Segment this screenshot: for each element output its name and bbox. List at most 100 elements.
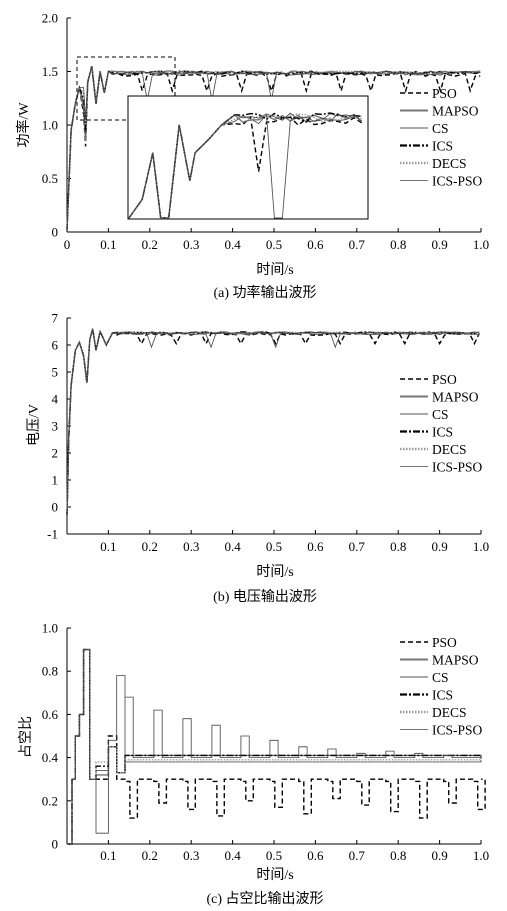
x-tick-label: 0.3 <box>183 539 199 554</box>
legend-label: ICS <box>432 688 453 703</box>
y-tick-label: 1.0 <box>42 118 58 133</box>
legend-label: PSO <box>432 86 457 101</box>
x-tick-label: 0.7 <box>349 848 366 863</box>
y-tick-label: 2.0 <box>42 11 58 26</box>
x-tick-label: 0.1 <box>100 237 116 252</box>
power-zoom-region-box <box>76 56 176 121</box>
x-tick-label: 0.1 <box>100 539 116 554</box>
legend-label: PSO <box>432 372 457 387</box>
legend-label: DECS <box>432 705 467 720</box>
duty-cycle-chart: 占空比 0.1 0.2 0.3 0.4 0.5 0.6 0.7 0.8 0.9 1.0 0 0.2 0.… <box>18 621 489 908</box>
x-tick-label: 0.3 <box>183 848 199 863</box>
y-tick-label: 0.8 <box>42 664 58 679</box>
series-line-mapso <box>67 648 482 845</box>
x-tick-label: 0.1 <box>100 848 116 863</box>
y-tick-label: 0.6 <box>42 707 59 722</box>
x-tick-label: 0.3 <box>183 237 199 252</box>
x-tick-label: 0.9 <box>431 848 447 863</box>
series-line-decs <box>66 66 481 230</box>
x-tick-label: 0.8 <box>390 237 406 252</box>
y-tick-label: 0.4 <box>42 750 59 765</box>
x-tick-label: 0.2 <box>142 237 158 252</box>
power-zoom-inset <box>127 95 369 220</box>
y-tick-label: 0 <box>52 225 59 240</box>
x-tick-label: 0.4 <box>224 539 241 554</box>
x-tick-label: 0.9 <box>431 539 447 554</box>
x-tick-label: 0.2 <box>142 848 158 863</box>
series-line-ics-pso <box>66 328 480 516</box>
legend-label: DECS <box>432 442 467 457</box>
x-tick-label: 0.6 <box>307 237 324 252</box>
x-tick-label: 1.0 <box>473 237 489 252</box>
series-line-ics <box>66 328 480 516</box>
legend-label: ICS-PSO <box>432 723 483 738</box>
voltage-chart: 电压/V 0.1 0.2 0.3 0.4 0.5 0.6 0.7 0.8 0.9 1.0 -1 0 1 2… <box>26 311 489 606</box>
x-tick-label: 0.7 <box>349 539 366 554</box>
series-line-mapso <box>66 328 480 516</box>
power-ylabel: 功率/W <box>15 102 32 148</box>
power-caption: (a) 功率输出波形 <box>213 284 316 301</box>
y-tick-label: 0 <box>52 837 59 852</box>
y-tick-label: 0 <box>52 500 59 515</box>
x-tick-label: 0.4 <box>224 237 241 252</box>
y-tick-label: 7 <box>52 311 59 326</box>
y-tick-label: 4 <box>52 392 59 407</box>
y-tick-label: -1 <box>47 527 58 542</box>
x-tick-label: 0.5 <box>266 237 282 252</box>
x-tick-label: 0.5 <box>266 848 282 863</box>
y-tick-label: 2 <box>52 446 59 461</box>
x-tick-label: 0.8 <box>390 539 406 554</box>
y-tick-label: 0.2 <box>42 793 58 808</box>
series-line-decs <box>67 648 482 845</box>
legend-label: ICS <box>432 425 453 440</box>
power-chart: 功率/W 0 0.1 0.2 0.3 0.4 0.5 0.6 0.7 0.8 0.9 1.0 0 0.5… <box>15 11 489 302</box>
legend-label: CS <box>432 121 449 136</box>
y-tick-label: 6 <box>52 338 59 353</box>
x-tick-label: 0.7 <box>349 237 366 252</box>
legend-label: CS <box>432 670 449 685</box>
x-tick-label: 0.9 <box>431 237 447 252</box>
y-tick-label: 3 <box>52 419 59 434</box>
series-line-pso <box>66 66 481 230</box>
y-tick-label: 1 <box>52 473 59 488</box>
legend-label: MAPSO <box>432 390 479 405</box>
inset-series-line-pso <box>128 116 363 219</box>
series-line-cs <box>67 649 482 845</box>
series-line-ics <box>67 648 482 845</box>
y-tick-label: 1.5 <box>42 64 58 79</box>
duty-caption: (c) 占空比输出波形 <box>206 891 323 907</box>
series-line-decs <box>66 328 480 516</box>
legend-label: PSO <box>432 635 457 650</box>
legend-label: MAPSO <box>432 653 479 668</box>
x-tick-label: 0.2 <box>142 539 158 554</box>
inset-series-line-decs <box>128 113 362 219</box>
series-line-ics-pso <box>67 649 481 845</box>
voltage-ylabel: 电压/V <box>26 404 42 446</box>
y-tick-label: 1.0 <box>42 621 58 636</box>
y-tick-label: 5 <box>52 365 59 380</box>
legend-label: CS <box>432 407 449 422</box>
duty-ylabel: 占空比 <box>18 716 34 758</box>
y-tick-label: 0.5 <box>42 171 58 186</box>
power-xlabel: 时间/s <box>256 262 293 278</box>
legend-label: ICS-PSO <box>432 174 483 189</box>
x-tick-label: 0.6 <box>307 539 324 554</box>
inset-series-line-ics-pso <box>128 112 362 219</box>
x-tick-label: 0 <box>64 237 71 252</box>
legend-label: ICS <box>432 139 453 154</box>
legend-label: ICS-PSO <box>432 460 483 475</box>
series-line-cs <box>66 328 480 516</box>
x-tick-label: 0.6 <box>307 848 324 863</box>
x-tick-label: 0.4 <box>224 848 241 863</box>
voltage-xlabel: 时间/s <box>256 564 293 580</box>
series-line-pso <box>67 648 486 845</box>
voltage-caption: (b) 电压输出波形 <box>213 589 317 605</box>
series-line-pso <box>66 328 480 516</box>
legend-label: MAPSO <box>432 104 479 119</box>
legend-label: DECS <box>432 156 467 171</box>
series-line-ics-pso <box>66 66 481 230</box>
x-tick-label: 0.5 <box>266 539 282 554</box>
x-tick-label: 0.8 <box>390 848 406 863</box>
duty-xlabel: 时间/s <box>256 867 293 883</box>
